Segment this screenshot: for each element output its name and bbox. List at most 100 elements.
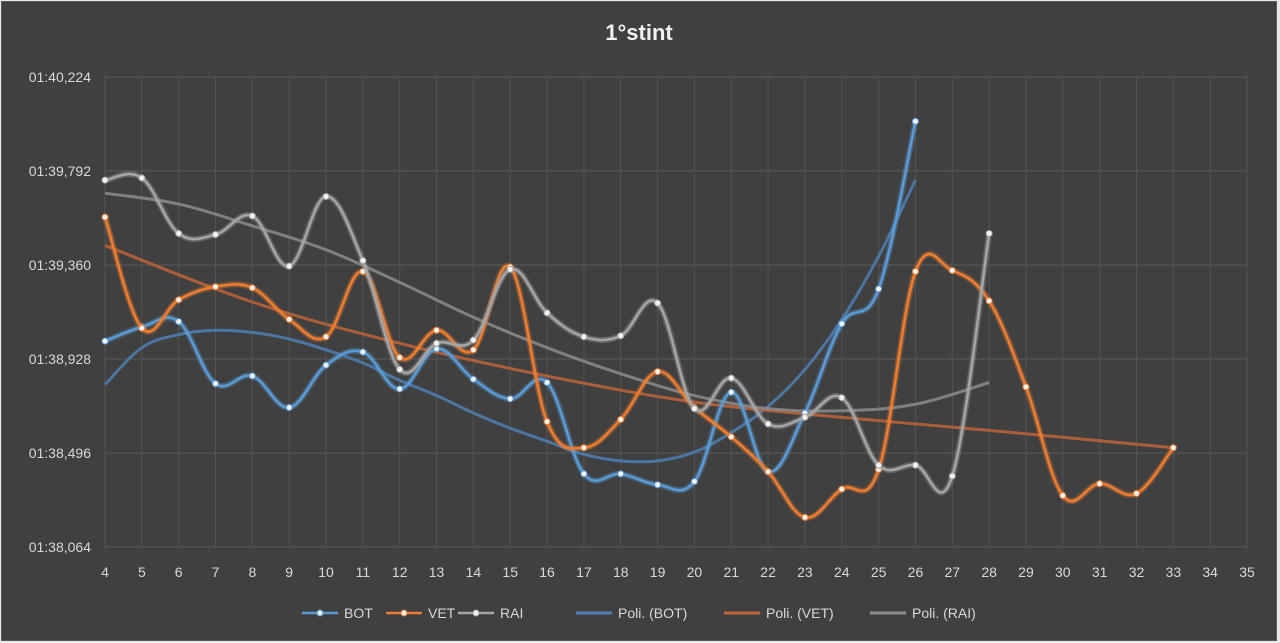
x-tick-label: 24: [834, 564, 850, 580]
trendline-poli-rai: [104, 191, 990, 413]
x-tick-label: 33: [1166, 564, 1182, 580]
series-line-vet: [103, 216, 1175, 519]
trend-layer: [103, 179, 1174, 464]
data-point-vet: [285, 315, 293, 323]
data-point-vet: [580, 444, 588, 452]
x-tick-label: 34: [1202, 564, 1218, 580]
data-point-bot: [911, 117, 919, 125]
series-layer: [101, 117, 1177, 521]
legend-label-poli-bot: Poli. (BOT): [618, 605, 687, 621]
data-point-vet: [175, 296, 183, 304]
x-tick-label: 7: [212, 564, 220, 580]
chart-title: 1°stint: [605, 20, 673, 45]
data-point-rai: [359, 257, 367, 265]
legend-label-poli-vet: Poli. (VET): [766, 605, 834, 621]
data-point-bot: [506, 395, 514, 403]
data-point-rai: [727, 374, 735, 382]
series-line-rai: [104, 172, 991, 494]
data-point-rai: [948, 472, 956, 480]
x-tick-label: 28: [981, 564, 997, 580]
data-point-bot: [690, 478, 698, 486]
y-tick-label: 01:40,224: [29, 69, 91, 85]
data-point-rai: [690, 405, 698, 413]
data-point-vet: [469, 346, 477, 354]
x-tick-label: 17: [576, 564, 592, 580]
data-point-vet: [727, 433, 735, 441]
x-tick-label: 22: [760, 564, 776, 580]
trendline-poli-bot: [103, 179, 917, 464]
data-point-vet: [396, 353, 404, 361]
data-point-rai: [985, 229, 993, 237]
data-point-rai: [875, 461, 883, 469]
x-tick-label: 18: [613, 564, 629, 580]
data-point-bot: [617, 470, 625, 478]
data-point-bot: [875, 285, 883, 293]
data-point-vet: [1022, 383, 1030, 391]
data-point-rai: [506, 265, 514, 273]
legend-marker-rai: [472, 609, 480, 617]
x-tick-label: 29: [1018, 564, 1034, 580]
trendline-poli-vet: [104, 244, 1174, 450]
data-point-bot: [838, 320, 846, 328]
x-tick-label: 9: [285, 564, 293, 580]
x-tick-label: 27: [945, 564, 961, 580]
data-point-vet: [248, 284, 256, 292]
x-tick-label: 21: [723, 564, 739, 580]
x-tick-label: 32: [1129, 564, 1145, 580]
data-point-rai: [838, 394, 846, 402]
data-point-bot: [396, 385, 404, 393]
data-point-rai: [801, 413, 809, 421]
legend-layer: BOT VET RAI Poli. (BOT) Poli. (VET) Poli. (RA…: [302, 605, 976, 621]
x-tick-label: 14: [466, 564, 482, 580]
legend-label-rai: RAI: [500, 605, 523, 621]
data-point-vet: [801, 513, 809, 521]
x-tick-label: 8: [248, 564, 256, 580]
data-point-vet: [1059, 492, 1067, 500]
data-point-rai: [543, 309, 551, 317]
x-tick-label: 31: [1092, 564, 1108, 580]
data-point-rai: [654, 299, 662, 307]
data-point-bot: [543, 379, 551, 386]
data-point-rai: [285, 262, 293, 270]
x-tick-label: 15: [502, 564, 518, 580]
data-point-vet: [911, 268, 919, 276]
x-tick-label: 12: [392, 564, 408, 580]
x-tick-label: 30: [1055, 564, 1071, 580]
data-point-vet: [101, 213, 109, 221]
data-point-rai: [469, 336, 477, 344]
data-point-vet: [1096, 480, 1104, 488]
data-point-bot: [285, 404, 293, 412]
x-tick-label: 23: [797, 564, 813, 580]
data-point-vet: [138, 324, 146, 332]
data-point-bot: [175, 318, 183, 326]
x-tick-label: 16: [539, 564, 555, 580]
data-point-vet: [1132, 489, 1140, 497]
legend-marker-vet: [400, 609, 408, 617]
x-tick-label: 6: [175, 564, 183, 580]
data-point-vet: [543, 418, 551, 426]
data-point-vet: [985, 297, 993, 305]
data-point-vet: [764, 468, 772, 476]
data-point-rai: [580, 333, 588, 341]
x-tick-label: 13: [429, 564, 445, 580]
x-tick-label: 4: [101, 564, 109, 580]
data-point-vet: [212, 283, 220, 291]
y-tick-label: 01:38,496: [29, 445, 91, 461]
data-point-rai: [764, 420, 772, 428]
x-tick-label: 25: [871, 564, 887, 580]
data-point-bot: [212, 380, 220, 388]
data-point-rai: [212, 231, 220, 239]
legend-label-vet: VET: [428, 605, 456, 621]
x-tick-label: 5: [138, 564, 146, 580]
data-point-bot: [359, 348, 367, 356]
data-point-bot: [727, 388, 735, 396]
legend-label-bot: BOT: [344, 605, 373, 621]
data-point-vet: [617, 415, 625, 423]
data-point-bot: [654, 481, 662, 489]
data-point-vet: [433, 326, 441, 334]
x-tick-label: 11: [356, 564, 371, 580]
data-point-bot: [101, 337, 109, 345]
data-point-vet: [654, 368, 662, 376]
